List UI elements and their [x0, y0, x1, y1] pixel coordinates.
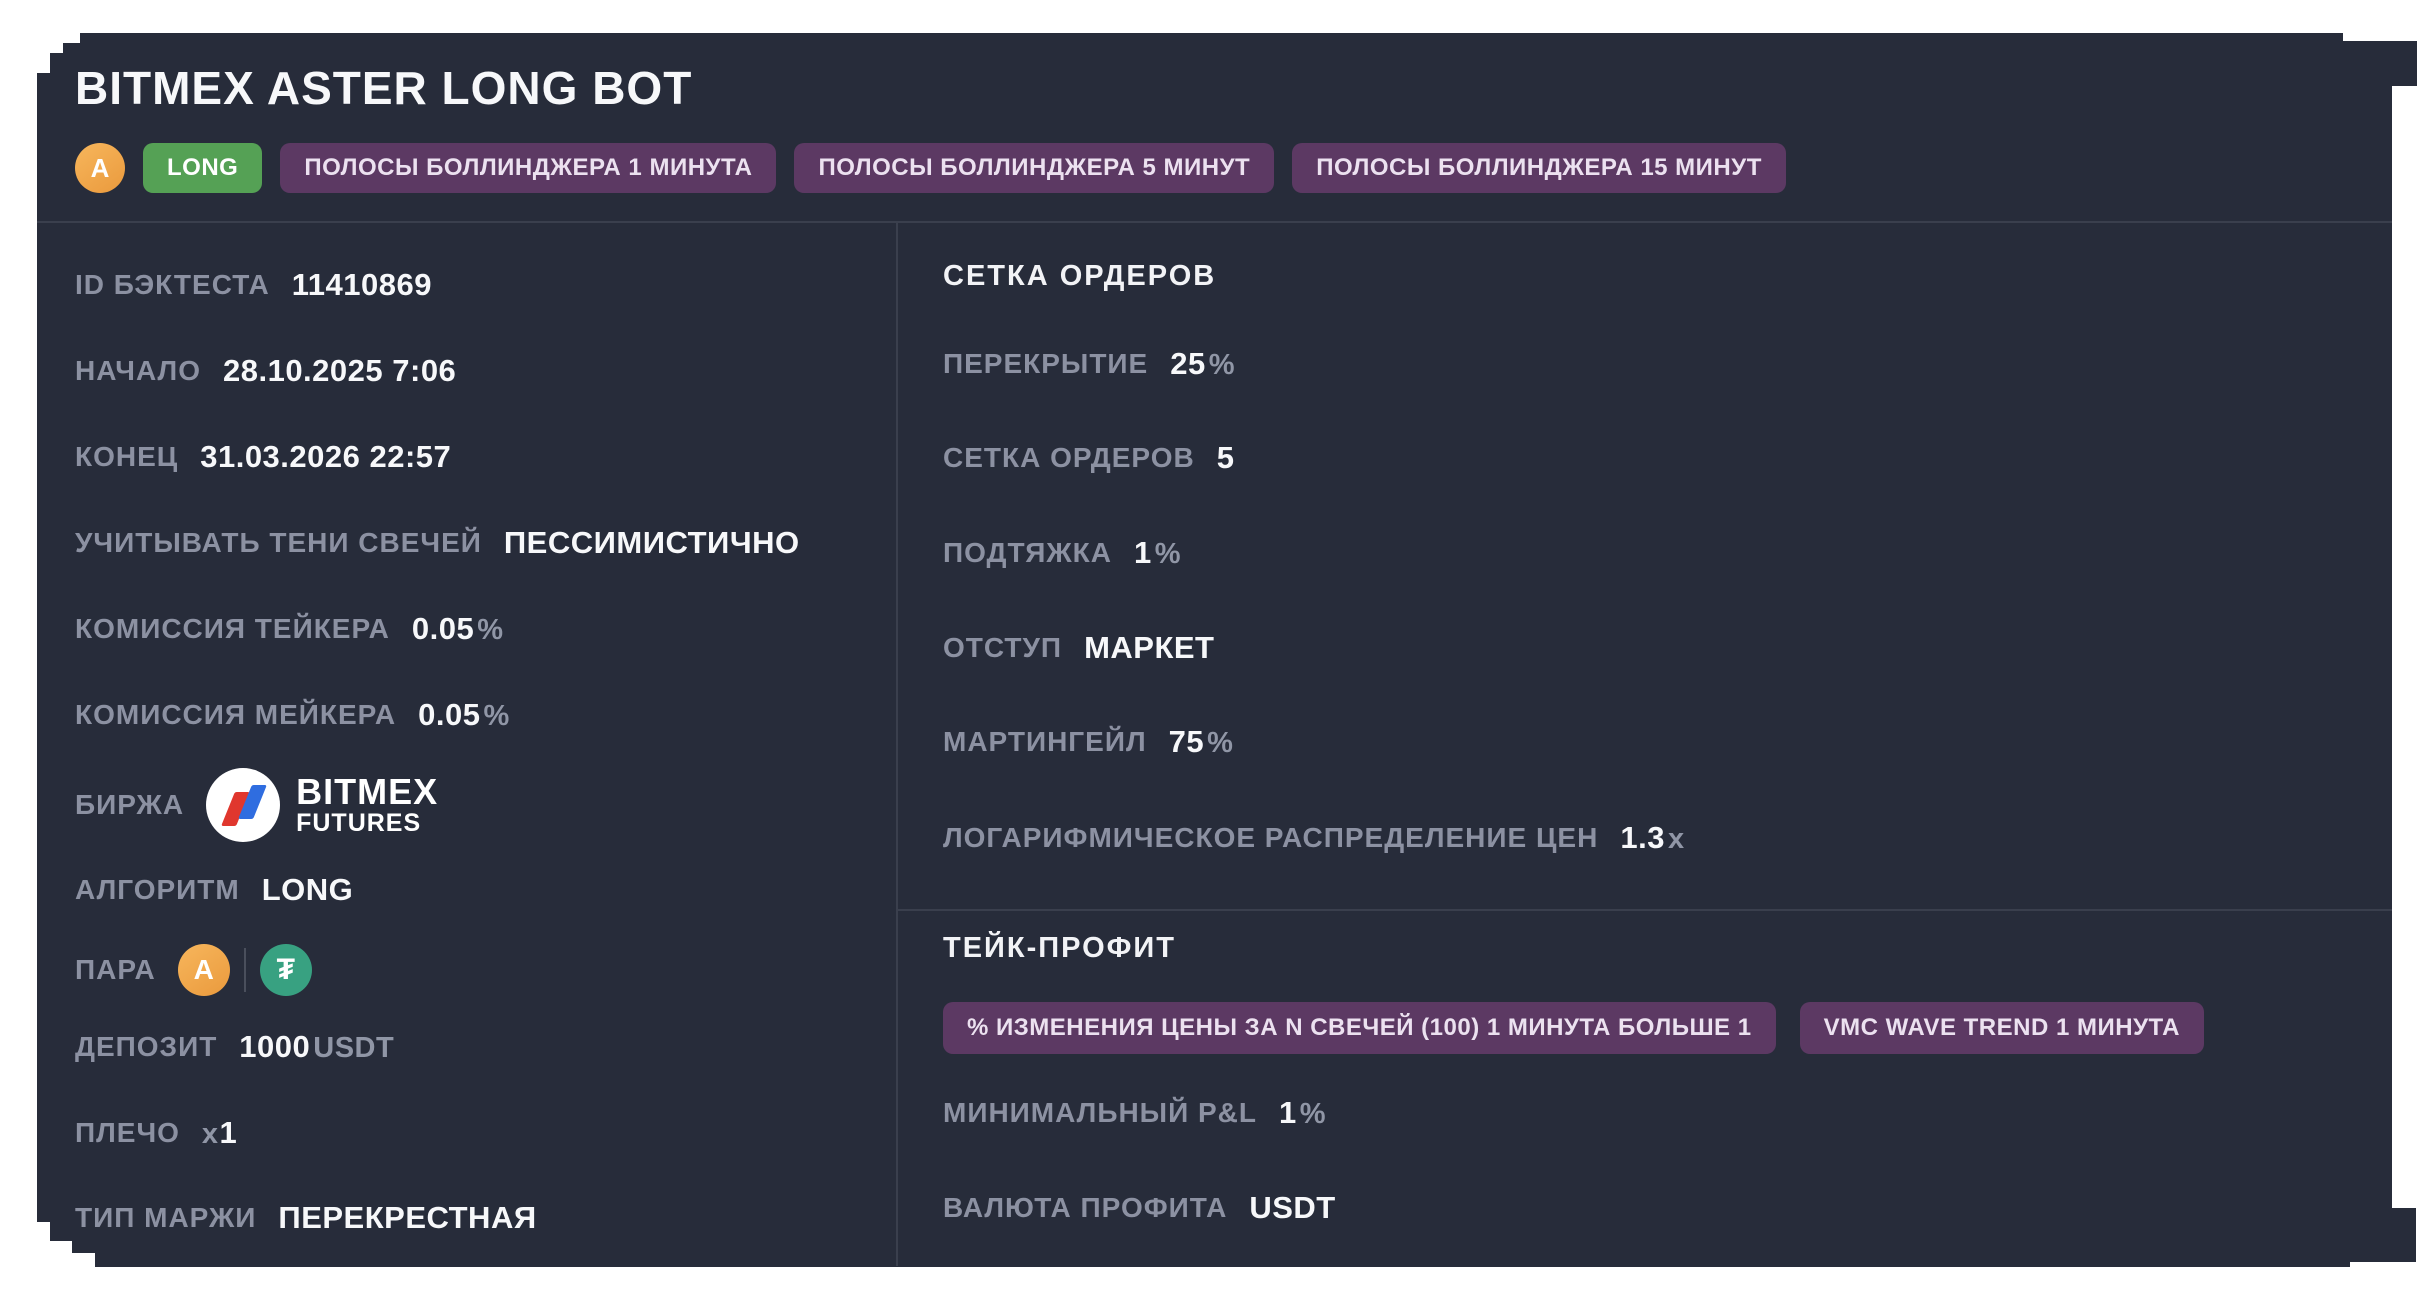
field-value: ПЕРЕКРЕСТНАЯ — [278, 1200, 537, 1235]
field-label: ПЛЕЧО — [75, 1117, 180, 1148]
pair-separator — [243, 948, 246, 992]
field-indent: ОТСТУП МАРКЕТ — [943, 624, 1214, 672]
field-value: ПЕССИМИСТИЧНО — [503, 525, 800, 560]
field-taker-fee: КОМИССИЯ ТЕЙКЕРА 0.05% — [75, 605, 504, 653]
field-value: LONG — [261, 872, 354, 907]
field-label: ДЕПОЗИТ — [75, 1031, 218, 1062]
field-label: МИНИМАЛЬНЫЙ P&L — [943, 1097, 1257, 1128]
field-candle-shadows: УЧИТЫВАТЬ ТЕНИ СВЕЧЕЙ ПЕССИМИСТИЧНО — [75, 519, 800, 567]
field-label: БИРЖА — [75, 789, 185, 820]
field-deposit: ДЕПОЗИТ 1000 USDT — [75, 1023, 394, 1071]
field-label: ПЕРЕКРЫТИЕ — [943, 348, 1149, 379]
field-overlap: ПЕРЕКРЫТИЕ 25% — [943, 340, 1235, 388]
take-profit-divider — [898, 909, 2392, 911]
field-min-pnl: МИНИМАЛЬНЫЙ P&L 1% — [943, 1089, 1326, 1137]
field-label: ТИП МАРЖИ — [75, 1202, 257, 1233]
field-label: КОНЕЦ — [75, 441, 179, 472]
section-title-take-profit: ТЕЙК-ПРОФИТ — [943, 932, 1176, 964]
field-exchange: БИРЖА BITMEX FUTURES — [75, 768, 438, 842]
field-label: СЕТКА ОРДЕРОВ — [943, 442, 1195, 473]
field-margin-type: ТИП МАРЖИ ПЕРЕКРЕСТНАЯ — [75, 1194, 537, 1242]
take-profit-condition-badge[interactable]: % ИЗМЕНЕНИЯ ЦЕНЫ ЗА N СВЕЧЕЙ (100) 1 МИН… — [943, 1002, 1776, 1054]
field-value: 31.03.2026 22:57 — [200, 439, 452, 474]
take-profit-badge-row: % ИЗМЕНЕНИЯ ЦЕНЫ ЗА N СВЕЧЕЙ (100) 1 МИН… — [943, 1002, 2204, 1054]
field-maker-fee: КОМИССИЯ МЕЙКЕРА 0.05% — [75, 691, 510, 739]
field-label: ВАЛЮТА ПРОФИТА — [943, 1192, 1228, 1223]
exchange-logo: BITMEX FUTURES — [206, 768, 438, 842]
field-label: УЧИТЫВАТЬ ТЕНИ СВЕЧЕЙ — [75, 527, 482, 558]
field-value: 1% — [1133, 535, 1182, 570]
take-profit-condition-badge[interactable]: VMC WAVE TREND 1 МИНУТА — [1799, 1002, 2204, 1054]
bitmex-logo-icon — [206, 768, 281, 842]
coin-avatar-icon: A — [75, 143, 125, 193]
field-label: ПАРА — [75, 954, 156, 985]
field-pair: ПАРА A ₮ — [75, 942, 312, 998]
field-label: ID БЭКТЕСТА — [75, 269, 270, 300]
field-label: КОМИССИЯ МЕЙКЕРА — [75, 699, 397, 730]
exchange-name: BITMEX FUTURES — [296, 770, 439, 837]
field-trailing: ПОДТЯЖКА 1% — [943, 529, 1181, 577]
field-start: НАЧАЛО 28.10.2025 7:06 — [75, 347, 456, 395]
field-value: 75% — [1168, 724, 1234, 759]
tether-coin-icon: ₮ — [259, 944, 312, 996]
header-divider — [37, 221, 2392, 223]
aster-coin-icon: A — [177, 944, 230, 996]
column-divider — [896, 222, 898, 1266]
strategy-badge[interactable]: ПОЛОСЫ БОЛЛИНДЖЕРА 15 МИНУТ — [1292, 143, 1786, 193]
field-log-distribution: ЛОГАРИФМИЧЕСКОЕ РАСПРЕДЕЛЕНИЕ ЦЕН 1.3 x — [943, 814, 1685, 862]
strategy-badge[interactable]: ПОЛОСЫ БОЛЛИНДЖЕРА 1 МИНУТА — [280, 143, 777, 193]
field-value: 1% — [1279, 1095, 1327, 1130]
field-end: КОНЕЦ 31.03.2026 22:57 — [75, 433, 451, 481]
field-label: НАЧАЛО — [75, 355, 201, 386]
field-value: 11410869 — [291, 267, 432, 302]
field-value: 0.05% — [418, 697, 510, 732]
field-algorithm: АЛГОРИТМ LONG — [75, 866, 353, 914]
header-badge-row: A LONG ПОЛОСЫ БОЛЛИНДЖЕРА 1 МИНУТА ПОЛОС… — [75, 143, 1786, 193]
section-title-order-grid: СЕТКА ОРДЕРОВ — [943, 260, 1217, 292]
field-label: ПОДТЯЖКА — [943, 537, 1112, 568]
page-title: BITMEX ASTER LONG BOT — [75, 62, 693, 114]
strategy-badge[interactable]: ПОЛОСЫ БОЛЛИНДЖЕРА 5 МИНУТ — [794, 143, 1275, 193]
direction-badge[interactable]: LONG — [143, 143, 263, 193]
field-label: АЛГОРИТМ — [75, 874, 240, 905]
field-value: МАРКЕТ — [1084, 630, 1215, 665]
field-profit-currency: ВАЛЮТА ПРОФИТА USDT — [943, 1184, 1336, 1232]
field-value: 25% — [1170, 346, 1236, 381]
field-label: ОТСТУП — [943, 632, 1063, 663]
field-value: 1.3 x — [1620, 820, 1685, 855]
field-value: 28.10.2025 7:06 — [222, 353, 457, 388]
field-label: МАРТИНГЕЙЛ — [943, 726, 1147, 757]
field-value: 0.05% — [411, 611, 504, 646]
field-order-grid: СЕТКА ОРДЕРОВ 5 — [943, 434, 1234, 482]
field-backtest-id: ID БЭКТЕСТА 11410869 — [75, 261, 432, 309]
field-martingale: МАРТИНГЕЙЛ 75% — [943, 718, 1233, 766]
field-value: 5 — [1216, 440, 1235, 475]
field-label: ЛОГАРИФМИЧЕСКОЕ РАСПРЕДЕЛЕНИЕ ЦЕН — [943, 822, 1599, 853]
field-value: USDT — [1249, 1190, 1336, 1225]
field-value: 1000 USDT — [239, 1029, 395, 1064]
field-label: КОМИССИЯ ТЕЙКЕРА — [75, 613, 390, 644]
pair-icons: A ₮ — [177, 944, 312, 996]
